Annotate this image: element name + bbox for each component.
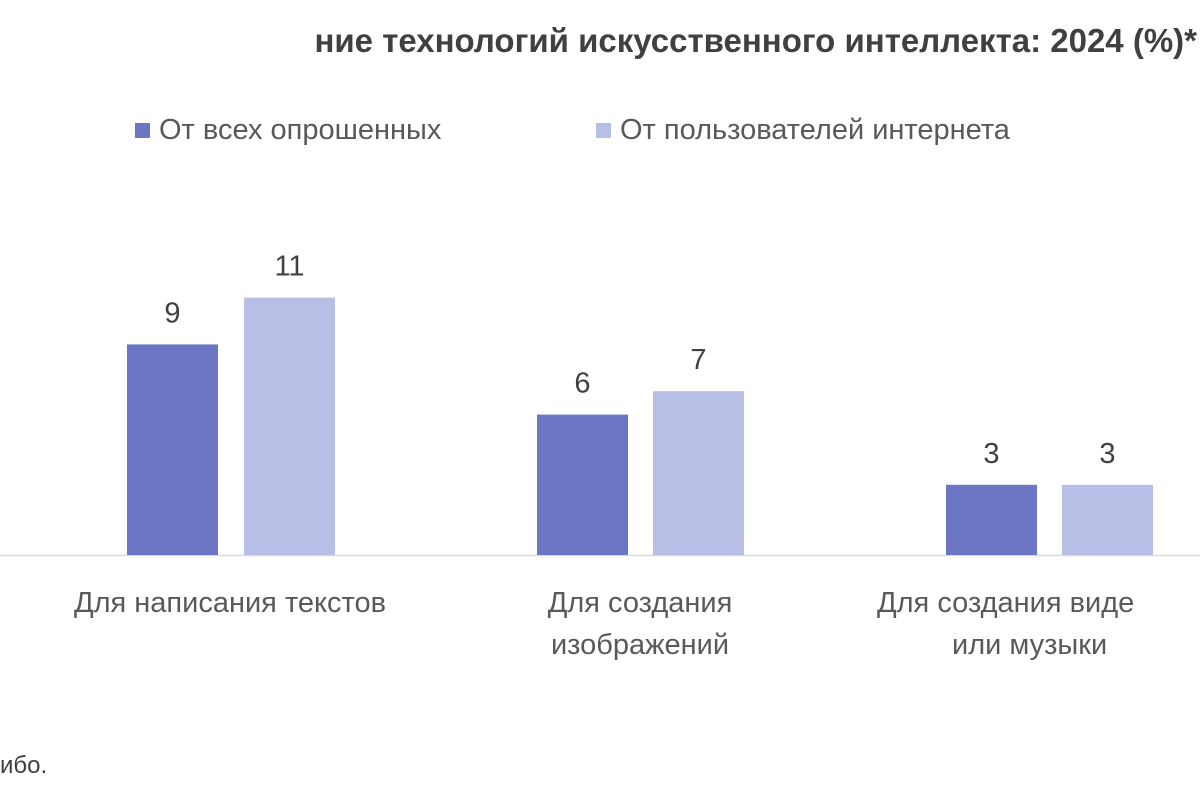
bar [946,484,1037,555]
category-label: Для создания виде или музыки [877,582,1200,666]
bar [537,414,628,555]
legend-item-internet: От пользователей интернета [596,114,1010,147]
data-label: 3 [1099,438,1115,470]
data-label: 6 [574,368,590,400]
category-label-line: изображений [550,629,730,661]
legend-label: От пользователей интернета [620,114,1010,146]
legend-swatch [135,123,150,138]
chart-title: ние технологий искусственного интеллекта… [314,22,1197,59]
legend-label: От всех опрошенных [159,114,442,146]
bar [653,391,744,555]
category-label: Для создания изображений [440,582,840,666]
data-label: 3 [983,438,999,470]
category-label-line: Для написания текстов [73,587,387,619]
bar [1062,484,1153,555]
legend-swatch [596,123,611,138]
category-label: Для написания текстов [30,582,430,624]
data-label: 9 [164,297,180,329]
legend-item-all: От всех опрошенных [135,114,441,147]
bar [127,344,218,555]
data-label: 7 [690,344,706,376]
category-label-line: Для создания виде [877,587,1135,619]
footnote: ибо. [0,752,48,779]
category-label-line: Для создания [547,587,733,619]
category-label-line: или музыки [952,629,1108,661]
bar [244,297,335,555]
data-label: 11 [274,251,304,283]
